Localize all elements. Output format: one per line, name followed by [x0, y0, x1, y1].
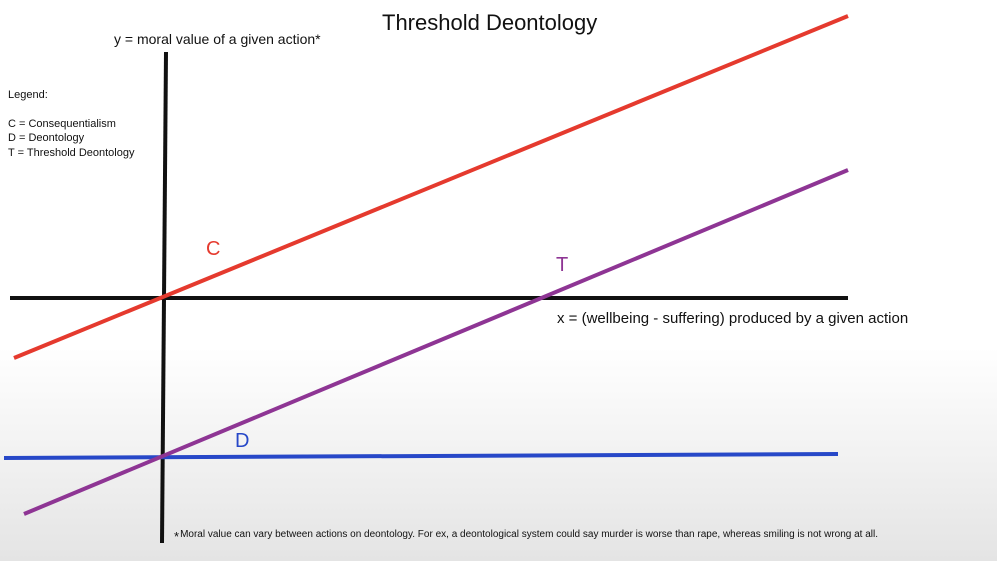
line-d — [3, 452, 839, 460]
legend-item-t: T = Threshold Deontology — [8, 146, 135, 159]
footnote: *Moral value can vary between actions on… — [174, 529, 878, 544]
x-axis-label: x = (wellbeing - suffering) produced by … — [557, 310, 909, 327]
legend: Legend: C = Consequentialism D = Deontol… — [8, 88, 134, 160]
line-c — [13, 14, 849, 360]
diagram-title: Threshold Deontology — [382, 10, 598, 35]
footnote-text: Moral value can vary between actions on … — [180, 529, 879, 540]
legend-heading: Legend: — [8, 89, 48, 101]
line-label-d: D — [235, 430, 250, 452]
line-label-t: T — [556, 254, 569, 276]
line-label-c: C — [206, 238, 221, 260]
legend-item-d: D = Deontology — [8, 132, 85, 144]
line-t — [23, 168, 849, 516]
legend-item-c: C = Consequentialism — [8, 117, 116, 130]
y-axis-label: y = moral value of a given action* — [114, 31, 321, 47]
footnote-marker: * — [174, 529, 180, 544]
